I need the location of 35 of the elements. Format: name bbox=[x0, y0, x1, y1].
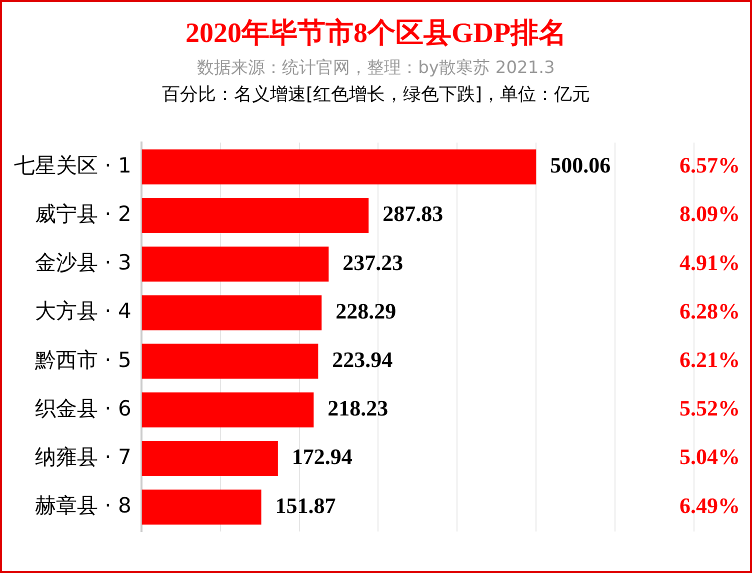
y-tick-label: 黔西市 · 5 bbox=[34, 348, 132, 372]
bar bbox=[142, 246, 329, 282]
bar bbox=[142, 295, 322, 330]
y-tick-label: 威宁县 · 2 bbox=[34, 202, 132, 226]
y-tick-label: 赫章县 · 8 bbox=[34, 494, 132, 518]
data-label: 287.83 bbox=[382, 201, 444, 226]
data-label: 228.29 bbox=[336, 298, 396, 324]
data-label: 151.87 bbox=[275, 492, 336, 518]
annotation: 6.21% bbox=[680, 346, 740, 372]
annotation: 6.57% bbox=[680, 152, 740, 178]
bar bbox=[142, 149, 536, 184]
annotation: 6.28% bbox=[680, 298, 740, 324]
bar bbox=[142, 392, 314, 428]
annotation: 4.91% bbox=[680, 250, 740, 275]
data-label: 223.94 bbox=[332, 346, 393, 372]
data-label: 218.23 bbox=[328, 396, 388, 421]
data-label: 237.23 bbox=[342, 250, 404, 275]
bar bbox=[142, 441, 278, 476]
annotation: 8.09% bbox=[680, 201, 740, 226]
y-tick-label: 大方县 · 4 bbox=[34, 299, 132, 324]
y-tick-label: 织金县 · 6 bbox=[34, 396, 132, 420]
y-tick-label: 金沙县 · 3 bbox=[34, 250, 132, 275]
chart-subtitle: 数据来源：统计官网，整理：by散寒苏 2021.3 bbox=[196, 57, 556, 79]
annotation: 5.04% bbox=[680, 444, 740, 470]
data-label: 172.94 bbox=[292, 444, 352, 470]
bar bbox=[142, 490, 262, 525]
annotation: 5.52% bbox=[680, 396, 740, 421]
y-tick-label: 纳雍县 · 7 bbox=[34, 444, 132, 469]
data-label: 500.06 bbox=[550, 152, 611, 178]
y-tick-label: 七星关区 · 1 bbox=[14, 153, 132, 178]
bar bbox=[142, 198, 369, 233]
annotation: 6.49% bbox=[680, 492, 740, 518]
chart-title: 2020年毕节市8个区县GDP排名 bbox=[184, 16, 568, 51]
text: 百分比：名义增速[红色增长，绿色下跌]，单位：亿元 bbox=[160, 83, 592, 106]
bar bbox=[142, 344, 318, 379]
